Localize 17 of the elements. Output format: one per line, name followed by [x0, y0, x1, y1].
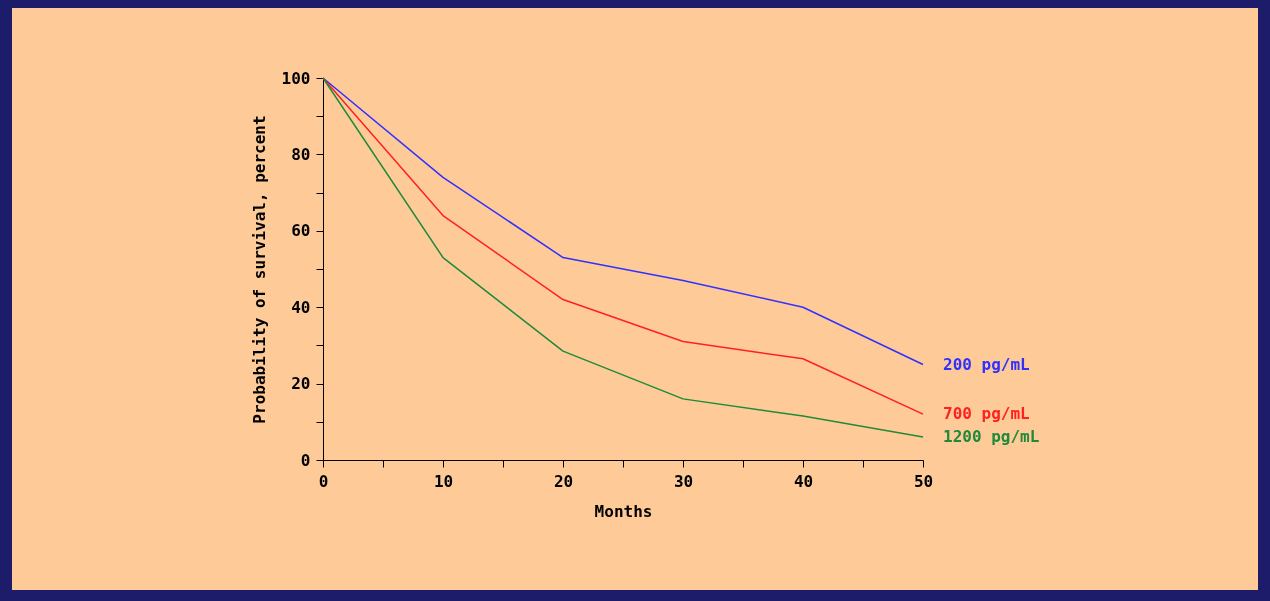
series-label: 200 pg/mL: [943, 354, 1030, 374]
x-tick-label: 40: [793, 471, 814, 491]
x-tick-label: 50: [913, 471, 934, 491]
y-tick-label: 20: [291, 374, 311, 394]
x-tick-label: 10: [433, 471, 454, 491]
x-tick-label: 20: [553, 471, 574, 491]
x-tick-label: 30: [673, 471, 694, 491]
y-tick-label: 60: [291, 221, 311, 241]
y-tick-label: 80: [291, 144, 311, 164]
x-tick-label: 0: [318, 471, 329, 491]
y-tick-label: 40: [291, 297, 311, 317]
y-tick-label: 100: [281, 68, 311, 88]
x-axis-title: Months: [594, 501, 653, 521]
y-tick-label: 0: [300, 450, 311, 470]
series-label: 700 pg/mL: [943, 404, 1030, 424]
series-label: 1200 pg/mL: [943, 427, 1040, 447]
y-axis-title: Probability of survival, percent: [249, 115, 269, 424]
